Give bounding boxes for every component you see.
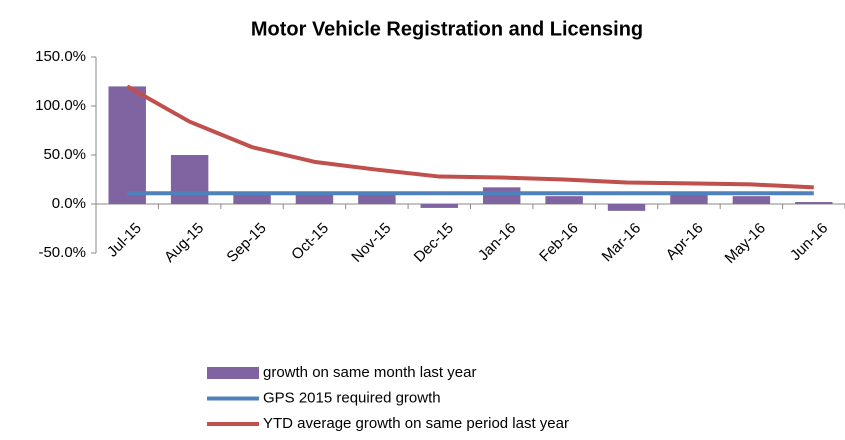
line [126, 84, 814, 190]
bar [108, 86, 146, 204]
x-tick-label: Dec-15 [411, 220, 457, 266]
x-tick-label: Sep-15 [223, 220, 269, 266]
y-tick-label: -50.0% [38, 244, 86, 261]
y-tick-label: 50.0% [43, 146, 86, 163]
bar [233, 192, 271, 204]
chart-title: Motor Vehicle Registration and Licensing [251, 18, 643, 40]
x-tick-label: Jun-16 [787, 220, 831, 264]
x-tick-label: Jul-15 [104, 220, 145, 261]
legend-label: YTD average growth on same period last y… [263, 415, 569, 432]
bar [670, 192, 708, 204]
bar [545, 196, 583, 204]
bar [795, 202, 833, 204]
x-tick-label: Apr-16 [663, 220, 707, 264]
bar [482, 187, 521, 204]
y-tick-label: 0.0% [52, 195, 86, 212]
bar [358, 194, 396, 204]
x-tick-label: Feb-16 [536, 220, 582, 266]
bar [607, 204, 646, 211]
legend-label: GPS 2015 required growth [263, 389, 441, 406]
legend-swatch [207, 367, 259, 379]
legend-label: growth on same month last year [263, 364, 476, 381]
x-tick-label: May-16 [722, 220, 769, 267]
x-tick-label: Oct-15 [288, 220, 332, 264]
bar [732, 196, 771, 204]
bar [170, 155, 209, 204]
x-tick-label: Aug-15 [161, 220, 207, 266]
x-tick-label: Jan-16 [475, 220, 519, 264]
bar [295, 194, 334, 204]
x-tick-label: Nov-15 [348, 220, 394, 266]
y-tick-label: 150.0% [35, 48, 86, 65]
y-tick-label: 100.0% [35, 97, 86, 114]
bar [420, 204, 459, 208]
x-tick-label: Mar-16 [599, 220, 645, 266]
